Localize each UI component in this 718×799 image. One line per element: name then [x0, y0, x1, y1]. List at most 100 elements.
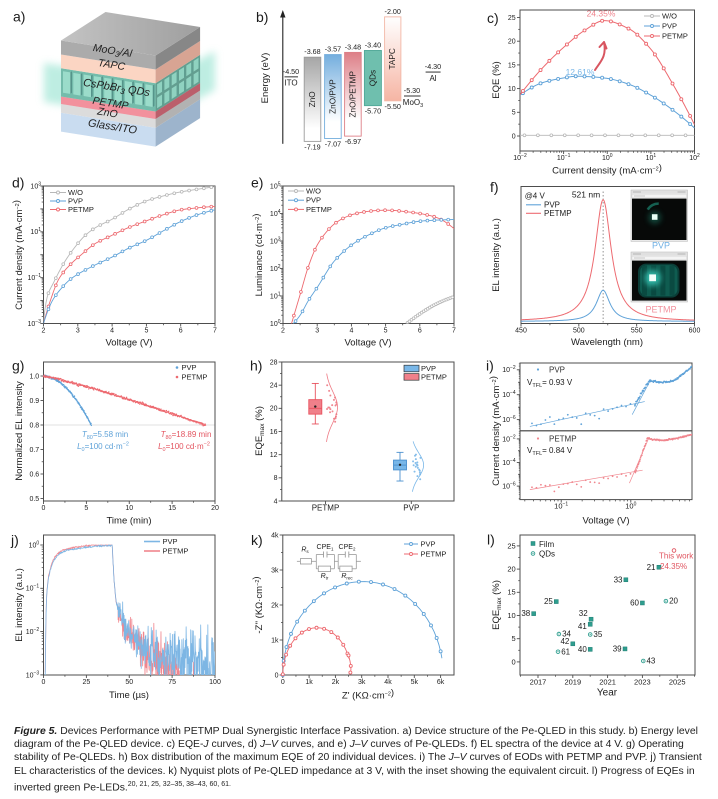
svg-text:PVP: PVP — [544, 200, 560, 209]
svg-text:CPE1: CPE1 — [317, 544, 334, 552]
svg-text:0.8: 0.8 — [29, 422, 39, 429]
svg-text:k): k) — [251, 532, 263, 548]
svg-text:ITO: ITO — [284, 78, 297, 87]
svg-text:16: 16 — [270, 429, 278, 436]
svg-text:@4 V: @4 V — [525, 192, 546, 201]
svg-text:5: 5 — [512, 634, 516, 643]
svg-text:2023: 2023 — [634, 677, 651, 686]
svg-text:24.35%: 24.35% — [587, 9, 616, 19]
svg-text:10−2: 10−2 — [502, 365, 516, 374]
svg-text:EQEmax (%): EQEmax (%) — [491, 580, 503, 630]
svg-text:0.9: 0.9 — [29, 398, 39, 405]
svg-text:Z' (KΩ·cm−2): Z' (KΩ·cm−2) — [342, 688, 394, 702]
svg-text:g): g) — [12, 358, 24, 374]
svg-text:2019: 2019 — [564, 677, 581, 686]
svg-text:61: 61 — [561, 647, 570, 656]
svg-text:4: 4 — [274, 498, 278, 505]
svg-text:Time (µs): Time (µs) — [109, 690, 149, 701]
svg-text:5: 5 — [384, 328, 388, 335]
svg-text:10−4: 10−4 — [502, 458, 516, 467]
svg-text:Time (min): Time (min) — [106, 516, 151, 527]
svg-text:EQEmax (%): EQEmax (%) — [254, 406, 266, 456]
svg-text:600: 600 — [689, 328, 701, 335]
svg-text:-3.57: -3.57 — [325, 45, 341, 54]
svg-text:6k: 6k — [437, 679, 445, 686]
svg-text:1.0: 1.0 — [29, 373, 39, 380]
svg-text:ZnO/PETMP: ZnO/PETMP — [348, 71, 357, 118]
svg-text:TAPC: TAPC — [388, 48, 397, 69]
svg-text:f): f) — [490, 179, 499, 195]
svg-text:Normalized EL intensity: Normalized EL intensity — [14, 381, 25, 481]
svg-text:Current density (mA·cm−2): Current density (mA·cm−2) — [11, 200, 25, 310]
svg-text:c): c) — [487, 10, 499, 26]
svg-text:10: 10 — [508, 86, 516, 93]
svg-text:100: 100 — [602, 153, 613, 162]
svg-text:34: 34 — [562, 630, 571, 639]
svg-text:Rtr: Rtr — [321, 573, 329, 581]
svg-text:1k: 1k — [305, 679, 313, 686]
svg-text:28: 28 — [270, 359, 278, 366]
svg-text:PVP: PVP — [662, 22, 677, 31]
svg-text:10−6: 10−6 — [502, 482, 516, 491]
svg-text:-Z'' (KΩ·cm−2): -Z'' (KΩ·cm−2) — [251, 576, 265, 633]
svg-text:0: 0 — [512, 657, 516, 666]
svg-text:60: 60 — [630, 599, 639, 608]
svg-text:h): h) — [250, 358, 262, 374]
svg-text:0: 0 — [42, 679, 46, 686]
svg-text:100: 100 — [270, 319, 281, 328]
svg-text:20: 20 — [270, 406, 278, 413]
svg-text:103: 103 — [270, 236, 281, 245]
svg-text:12: 12 — [270, 452, 278, 459]
svg-text:T80=5.58 min: T80=5.58 min — [82, 430, 128, 441]
svg-text:i): i) — [486, 358, 494, 374]
svg-text:3: 3 — [76, 328, 80, 335]
svg-text:10−6: 10−6 — [502, 415, 516, 424]
svg-text:10: 10 — [507, 611, 515, 620]
svg-text:10: 10 — [125, 505, 133, 512]
svg-text:d): d) — [12, 175, 24, 191]
svg-text:VTFL= 0.84 V: VTFL= 0.84 V — [527, 446, 573, 457]
svg-text:25: 25 — [508, 15, 516, 22]
svg-text:2: 2 — [281, 328, 285, 335]
svg-text:20: 20 — [507, 565, 515, 574]
svg-text:10−4: 10−4 — [502, 390, 516, 399]
svg-text:10−1: 10−1 — [557, 153, 571, 162]
svg-text:W/O: W/O — [306, 187, 321, 196]
svg-text:41: 41 — [578, 622, 587, 631]
svg-text:l): l) — [487, 532, 495, 548]
svg-text:PVP: PVP — [421, 364, 436, 373]
svg-text:Rrec: Rrec — [341, 573, 353, 581]
svg-text:PVP: PVP — [306, 196, 321, 205]
svg-text:EL intensity (a.u.): EL intensity (a.u.) — [491, 218, 502, 292]
svg-text:Voltage (V): Voltage (V) — [345, 338, 392, 349]
svg-text:2025: 2025 — [669, 677, 686, 686]
svg-text:12.61%: 12.61% — [566, 67, 595, 77]
svg-text:PVP: PVP — [68, 197, 83, 206]
svg-text:EL intensity (a.u.): EL intensity (a.u.) — [14, 568, 25, 642]
svg-text:PETMP: PETMP — [645, 305, 676, 315]
svg-text:4: 4 — [349, 328, 353, 335]
svg-text:75: 75 — [168, 679, 176, 686]
svg-text:10−2: 10−2 — [502, 434, 516, 443]
svg-text:PVP: PVP — [652, 241, 670, 251]
svg-text:-5.50: -5.50 — [385, 102, 401, 111]
svg-text:CPE2: CPE2 — [339, 544, 356, 552]
svg-text:ZnO/PVP: ZnO/PVP — [328, 79, 337, 114]
svg-text:QDs: QDs — [539, 550, 555, 559]
svg-text:3k: 3k — [358, 679, 366, 686]
svg-text:33: 33 — [614, 575, 623, 584]
svg-text:j): j) — [10, 532, 19, 548]
svg-text:L0=100 cd·m−2: L0=100 cd·m−2 — [77, 442, 129, 454]
svg-text:4k: 4k — [384, 679, 392, 686]
svg-text:100: 100 — [625, 502, 636, 511]
svg-text:25: 25 — [82, 679, 90, 686]
svg-text:20: 20 — [669, 597, 678, 606]
svg-text:-2.00: -2.00 — [385, 7, 401, 16]
svg-text:100: 100 — [209, 679, 221, 686]
svg-text:Current density (mA·cm−2): Current density (mA·cm−2) — [552, 163, 662, 177]
svg-text:a): a) — [13, 9, 25, 25]
svg-text:-7.19: -7.19 — [304, 142, 320, 151]
svg-text:Wavelength (nm): Wavelength (nm) — [571, 337, 643, 348]
svg-text:W/O: W/O — [68, 188, 83, 197]
svg-text:50: 50 — [125, 679, 133, 686]
